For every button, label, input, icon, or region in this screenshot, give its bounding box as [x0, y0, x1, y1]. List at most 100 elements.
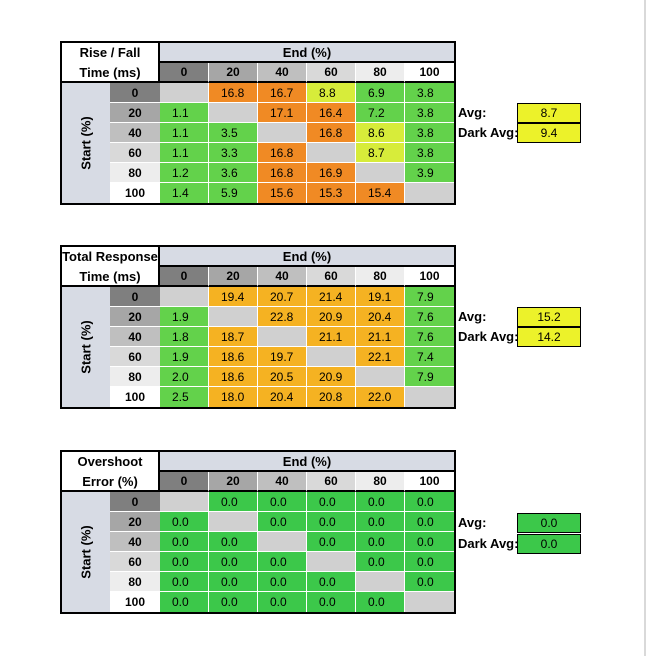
value-cell: 0.0 [405, 532, 454, 552]
dark-avg-value-box: 14.2 [517, 327, 581, 347]
value-cell: 0.0 [258, 592, 307, 612]
value-cell [405, 387, 454, 407]
value-cell: 0.0 [405, 512, 454, 532]
value-cell: 0.0 [258, 492, 307, 512]
sheet-edge [644, 0, 646, 656]
value-cell: 3.6 [209, 163, 258, 183]
column-header: 80 [356, 63, 405, 83]
value-cell: 3.8 [405, 123, 454, 143]
value-cell [209, 103, 258, 123]
column-header: 100 [405, 267, 456, 287]
dark-avg-value-box: 0.0 [517, 534, 581, 554]
column-header: 60 [307, 63, 356, 83]
value-cell: 18.6 [209, 347, 258, 367]
value-cell: 0.0 [405, 492, 454, 512]
value-cell [209, 512, 258, 532]
value-cell: 2.0 [160, 367, 209, 387]
row-header: 100 [110, 387, 160, 409]
row-header: 0 [110, 492, 160, 512]
value-cell: 20.7 [258, 287, 307, 307]
value-cell: 1.2 [160, 163, 209, 183]
value-cell: 0.0 [209, 572, 258, 592]
value-cell [258, 532, 307, 552]
value-cell: 0.0 [160, 592, 209, 612]
value-grid: 19.4 20.7 21.4 19.1 7.9 1.9 22.8 20.9 20.4 7.6 1.8… [160, 287, 456, 409]
value-cell: 8.8 [307, 83, 356, 103]
value-cell: 0.0 [209, 592, 258, 612]
column-header: 100 [405, 472, 456, 492]
value-cell: 20.4 [258, 387, 307, 407]
value-cell: 5.9 [209, 183, 258, 203]
row-header: 40 [110, 532, 160, 552]
column-header: 40 [258, 63, 307, 83]
row-header: 40 [110, 123, 160, 143]
total-response-table: Total Response Time (ms) End (%) 0 20 40 60 80 1… [60, 245, 456, 409]
row-header: 60 [110, 143, 160, 163]
value-cell: 2.5 [160, 387, 209, 407]
value-cell: 7.9 [405, 367, 454, 387]
value-cell: 16.8 [209, 83, 258, 103]
column-header: 60 [307, 472, 356, 492]
value-cell: 1.1 [160, 123, 209, 143]
start-percent-header: Start (%) [60, 287, 110, 409]
row-header: 20 [110, 103, 160, 123]
row-header: 80 [110, 572, 160, 592]
table-title-line: Total Response [62, 249, 158, 264]
dark-avg-label: Dark Avg: [458, 125, 519, 140]
value-cell: 3.3 [209, 143, 258, 163]
value-cell: 6.9 [356, 83, 405, 103]
column-header: 40 [258, 267, 307, 287]
value-cell: 0.0 [160, 572, 209, 592]
value-cell: 0.0 [258, 552, 307, 572]
avg-value-box: 8.7 [517, 103, 581, 123]
dark-avg-label: Dark Avg: [458, 536, 519, 551]
value-cell: 15.3 [307, 183, 356, 203]
value-cell: 0.0 [307, 492, 356, 512]
value-cell: 0.0 [405, 552, 454, 572]
row-header: 100 [110, 183, 160, 205]
row-header: 20 [110, 307, 160, 327]
value-cell: 0.0 [356, 512, 405, 532]
row-header: 80 [110, 367, 160, 387]
value-cell [405, 592, 454, 612]
column-header: 20 [209, 63, 258, 83]
row-header: 100 [110, 592, 160, 614]
value-cell: 1.1 [160, 103, 209, 123]
table-title: Total Response Time (ms) [60, 245, 160, 287]
value-cell: 7.9 [405, 287, 454, 307]
value-grid: 0.0 0.0 0.0 0.0 0.0 0.0 0.0 0.0 0.0 0.0 0.0 0.0 0.0 0… [160, 492, 456, 614]
start-percent-label: Start (%) [78, 525, 94, 579]
end-percent-header: End (%) [160, 245, 456, 267]
value-cell [307, 347, 356, 367]
value-cell: 0.0 [307, 592, 356, 612]
table-title-line: Time (ms) [79, 65, 141, 80]
start-percent-header: Start (%) [60, 83, 110, 205]
value-cell: 0.0 [160, 532, 209, 552]
column-header: 80 [356, 267, 405, 287]
value-cell: 19.4 [209, 287, 258, 307]
value-cell: 21.1 [307, 327, 356, 347]
value-cell: 20.9 [307, 367, 356, 387]
column-header: 80 [356, 472, 405, 492]
column-header: 0 [160, 267, 209, 287]
table-title: Rise / Fall Time (ms) [60, 41, 160, 83]
value-cell: 7.4 [405, 347, 454, 367]
value-cell: 0.0 [258, 572, 307, 592]
row-header: 0 [110, 83, 160, 103]
rise-fall-table: Rise / Fall Time (ms) End (%) 0 20 40 60 80 100 S… [60, 41, 456, 205]
value-cell: 8.7 [356, 143, 405, 163]
column-header: 20 [209, 267, 258, 287]
start-percent-label: Start (%) [78, 116, 94, 170]
value-cell: 0.0 [307, 532, 356, 552]
column-header: 20 [209, 472, 258, 492]
value-cell: 20.4 [356, 307, 405, 327]
value-cell: 3.8 [405, 143, 454, 163]
value-cell: 1.9 [160, 307, 209, 327]
table-title-line: Rise / Fall [79, 45, 141, 60]
value-cell: 0.0 [209, 532, 258, 552]
value-cell: 21.1 [356, 327, 405, 347]
value-cell [258, 123, 307, 143]
avg-value-box: 15.2 [517, 307, 581, 327]
value-cell: 15.4 [356, 183, 405, 203]
value-cell: 16.7 [258, 83, 307, 103]
